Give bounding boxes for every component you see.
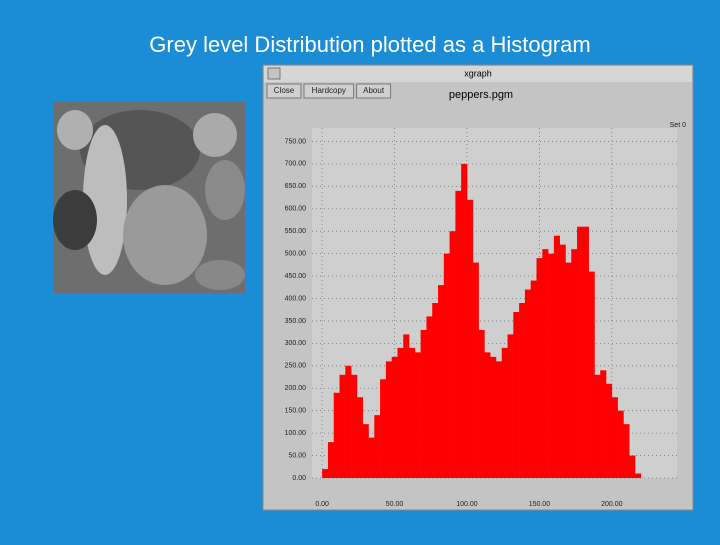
chart-title: peppers.pgm: [449, 89, 513, 101]
histogram-bar: [507, 334, 514, 478]
window-button-label: Hardcopy: [312, 86, 346, 95]
histogram-bar: [403, 334, 410, 478]
histogram-bar: [409, 347, 416, 478]
histogram-bar: [391, 356, 398, 478]
histogram-bar: [542, 249, 549, 478]
window-menu[interactable]: [267, 67, 281, 80]
histogram-bar: [600, 370, 607, 478]
histogram-bar: [351, 374, 358, 478]
histogram-bar: [484, 352, 491, 478]
histogram-bar: [582, 226, 589, 478]
histogram-bar: [559, 244, 566, 478]
histogram-bar: [466, 199, 474, 479]
histogram-bar: [571, 249, 578, 478]
y-tick-label: 500.00: [285, 250, 307, 257]
histogram-bar: [333, 392, 340, 478]
y-tick-label: 200.00: [285, 385, 307, 392]
histogram-bar: [634, 473, 642, 478]
slide-title: Grey level Distribution plotted as a His…: [149, 32, 590, 57]
y-tick-label: 0.00: [292, 475, 306, 482]
y-tick-label: 550.00: [285, 228, 307, 235]
window-button-label: Close: [274, 86, 295, 95]
histogram-bar: [472, 262, 479, 478]
legend-entry: Set 0: [670, 122, 686, 129]
histogram-bar: [455, 190, 462, 479]
histogram-bar: [617, 410, 624, 478]
y-tick-label: 100.00: [285, 430, 307, 437]
histogram-bar: [362, 424, 369, 478]
histogram-bar: [478, 329, 485, 478]
y-tick-label: 700.00: [285, 161, 307, 168]
peppers-image: [53, 102, 245, 293]
histogram-bar: [629, 455, 636, 478]
y-tick-label: 400.00: [285, 295, 307, 302]
histogram-bar: [368, 437, 375, 478]
histogram-bar: [524, 289, 532, 478]
histogram-bar: [385, 361, 392, 478]
histogram-bar: [519, 303, 526, 478]
histogram-bar: [623, 424, 630, 478]
y-tick-label: 50.00: [288, 452, 306, 459]
histogram-bar: [449, 231, 456, 478]
x-tick-label: 200.00: [601, 501, 623, 508]
histogram-bar: [594, 374, 601, 478]
histogram-bar: [588, 271, 595, 478]
histogram-bar: [432, 303, 439, 478]
histogram-bar: [495, 361, 503, 478]
histogram-bar: [374, 415, 381, 478]
window-button[interactable]: [303, 83, 355, 99]
histogram-bar: [438, 285, 445, 478]
histogram-bar: [380, 379, 387, 478]
histogram-bar: [577, 226, 584, 478]
y-tick-label: 150.00: [285, 408, 307, 415]
histogram-bar: [548, 253, 555, 478]
histogram-bar: [420, 329, 427, 478]
histogram-bar: [565, 262, 572, 478]
histogram-bar: [322, 469, 329, 478]
histogram-bar: [490, 356, 497, 478]
histogram-bar: [513, 311, 520, 478]
window-title: xgraph: [464, 68, 492, 78]
y-tick-label: 350.00: [285, 318, 307, 325]
histogram-bar: [414, 352, 421, 478]
histogram-bar: [426, 316, 433, 478]
histogram-bar: [606, 383, 613, 478]
histogram-bar: [536, 258, 543, 478]
x-tick-label: 0.00: [315, 501, 329, 508]
histogram-bar: [461, 163, 468, 478]
y-tick-label: 250.00: [285, 363, 307, 370]
histogram-bar: [327, 442, 335, 478]
window-button-label: About: [363, 86, 385, 95]
y-tick-label: 600.00: [285, 206, 307, 213]
histogram-bar: [397, 347, 404, 478]
histogram-bar: [501, 347, 508, 478]
y-tick-label: 750.00: [285, 138, 307, 145]
window-button[interactable]: [356, 83, 392, 99]
histogram-bar: [530, 280, 537, 478]
y-tick-label: 650.00: [285, 183, 307, 190]
x-tick-label: 150.00: [529, 501, 551, 508]
histogram-bar: [611, 397, 618, 478]
y-tick-label: 450.00: [285, 273, 307, 280]
histogram-bar: [339, 374, 346, 478]
histogram-bar: [553, 235, 560, 478]
window-button[interactable]: [266, 83, 302, 99]
histogram-bar: [356, 397, 363, 478]
histogram-bar: [443, 253, 450, 478]
x-tick-label: 100.00: [456, 501, 478, 508]
histogram-bar: [345, 365, 352, 478]
y-tick-label: 300.00: [285, 340, 307, 347]
x-tick-label: 50.00: [386, 501, 404, 508]
